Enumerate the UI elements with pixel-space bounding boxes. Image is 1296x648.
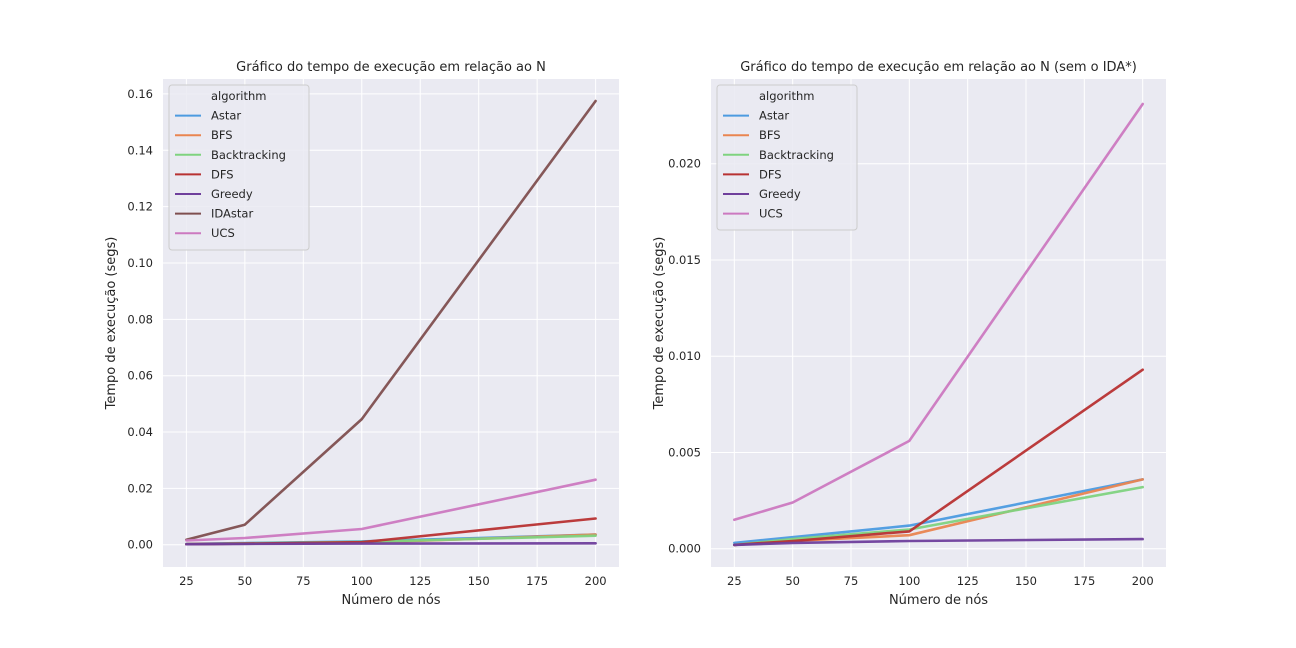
y-tick-label: 0.06 [127,369,153,383]
x-axis-label: Número de nós [889,593,988,608]
y-tick-label: 0.010 [668,349,701,363]
y-tick-label: 0.10 [127,256,153,270]
x-tick-label: 100 [351,574,373,588]
legend-label: DFS [759,167,782,181]
x-tick-label: 150 [1015,574,1037,588]
legend-title: algorithm [211,89,267,103]
legend-label: BFS [759,128,781,142]
y-tick-label: 0.12 [127,200,153,214]
legend-label: Backtracking [211,148,286,162]
legend-label: UCS [759,207,783,221]
legend-title: algorithm [759,89,815,103]
x-tick-label: 100 [898,574,920,588]
legend: algorithm Astar BFS Backtracking DFS Greedy UC… [717,85,857,230]
y-tick-label: 0.020 [668,157,701,171]
series-line-greedy [186,543,595,544]
legend-label: Backtracking [759,148,834,162]
y-axis-label: Tempo de execução (segs) [652,237,667,411]
x-tick-label: 25 [727,574,742,588]
x-tick-label: 50 [785,574,800,588]
y-tick-label: 0.16 [127,87,153,101]
legend-label: UCS [211,226,235,240]
legend-label: Astar [759,109,789,123]
chart-title: Gráfico do tempo de execução em relação … [740,60,1137,75]
legend-label: Greedy [759,187,801,201]
x-tick-label: 175 [526,574,548,588]
y-tick-label: 0.04 [127,425,153,439]
x-tick-label: 200 [1132,574,1154,588]
x-tick-label: 200 [585,574,607,588]
x-tick-label: 50 [238,574,253,588]
y-tick-label: 0.015 [668,253,701,267]
x-axis-label: Número de nós [341,593,440,608]
y-tick-label: 0.14 [127,143,153,157]
legend-label: Greedy [211,187,253,201]
legend-label: DFS [211,167,234,181]
legend: algorithm Astar BFS Backtracking DFS Greedy ID… [169,85,309,250]
y-axis-label: Tempo de execução (segs) [104,237,119,411]
legend-label: BFS [211,128,233,142]
y-tick-label: 0.000 [668,542,701,556]
x-tick-label: 175 [1073,574,1095,588]
x-tick-label: 75 [844,574,859,588]
chart-title: Gráfico do tempo de execução em relação … [236,60,546,75]
x-tick-label: 125 [409,574,431,588]
x-tick-label: 75 [296,574,311,588]
chart-1: 25 50 75 100 125 150 175 200 0.00 0.02 0.04 0.06 0.0… [104,60,619,608]
x-tick-label: 25 [179,574,194,588]
y-tick-label: 0.005 [668,445,701,459]
legend-label: Astar [211,109,241,123]
x-tick-label: 150 [468,574,490,588]
legend-label: IDAstar [211,207,253,221]
y-tick-label: 0.08 [127,312,153,326]
y-tick-label: 0.00 [127,538,153,552]
y-tick-label: 0.02 [127,481,153,495]
x-tick-label: 125 [957,574,979,588]
chart-2: 25 50 75 100 125 150 175 200 0.000 0.005 0.010 0.01… [652,60,1166,608]
